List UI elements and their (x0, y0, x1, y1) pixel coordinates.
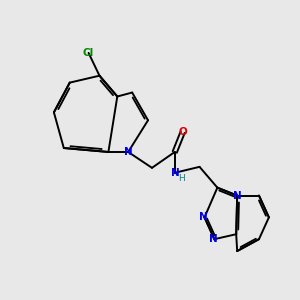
Text: H: H (178, 174, 185, 183)
Text: Cl: Cl (83, 48, 94, 58)
Text: N: N (124, 147, 133, 157)
Text: N: N (209, 234, 218, 244)
Text: N: N (171, 168, 180, 178)
Text: N: N (233, 190, 242, 201)
Text: N: N (199, 212, 208, 222)
Text: O: O (178, 127, 187, 137)
